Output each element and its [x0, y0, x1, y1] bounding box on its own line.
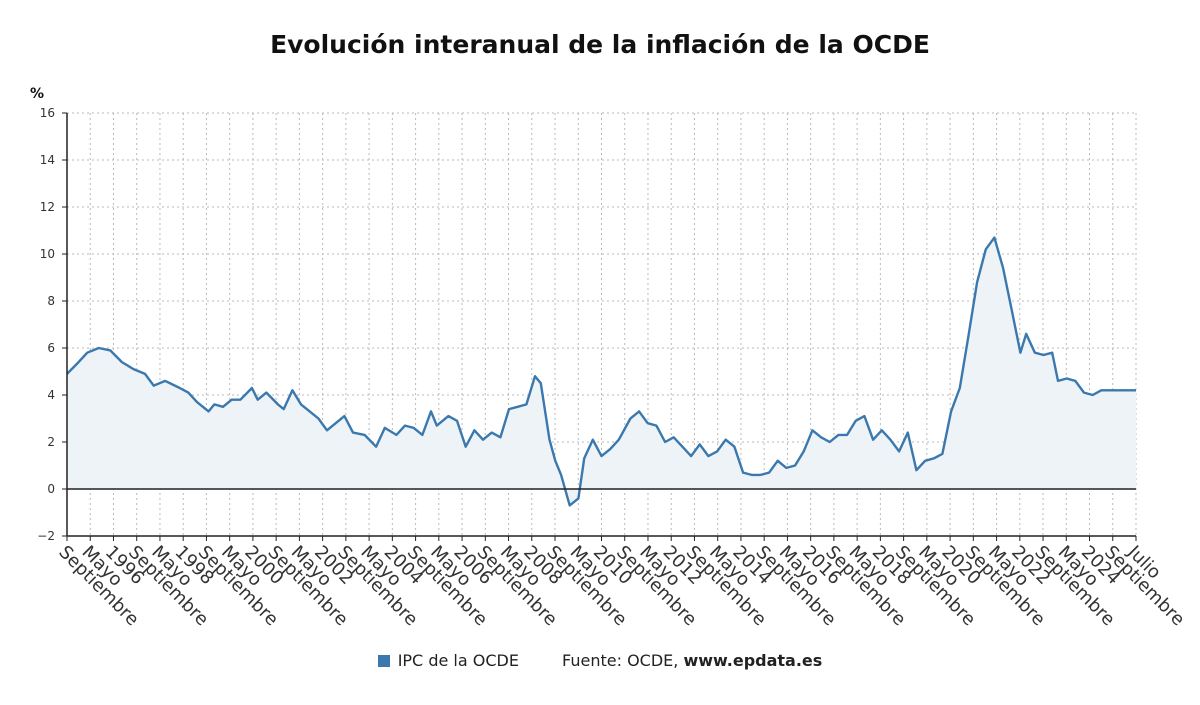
axes — [62, 112, 1137, 541]
y-tick-label: −2 — [37, 529, 55, 543]
legend: IPC de la OCDE Fuente: OCDE, www.epdata.… — [0, 651, 1200, 670]
y-tick-label: 6 — [47, 341, 55, 355]
y-axis-unit: % — [30, 86, 45, 102]
source-site: www.epdata.es — [683, 651, 823, 670]
y-tick-label: 0 — [47, 482, 55, 496]
legend-series-label: IPC de la OCDE — [397, 651, 519, 670]
y-tick-labels: −2 0 2 4 6 8 10 12 14 16 — [37, 106, 55, 543]
y-tick-label: 16 — [40, 106, 55, 120]
x-tick-labels: SeptiembreMayo1996SeptiembreMayo1998Sept… — [54, 541, 1188, 630]
y-tick-label: 2 — [47, 435, 55, 449]
y-tick-label: 4 — [47, 388, 55, 402]
legend-swatch — [377, 655, 390, 667]
series-line — [66, 236, 1136, 507]
y-tick-label: 10 — [40, 247, 55, 261]
series-area-fill — [67, 237, 1136, 506]
y-tick-label: 14 — [40, 153, 55, 167]
y-tick-label: 8 — [47, 294, 55, 308]
source-prefix: Fuente: OCDE, — [562, 651, 679, 670]
chart-title: Evolución interanual de la inflación de … — [270, 30, 930, 59]
y-tick-label: 12 — [40, 200, 55, 214]
